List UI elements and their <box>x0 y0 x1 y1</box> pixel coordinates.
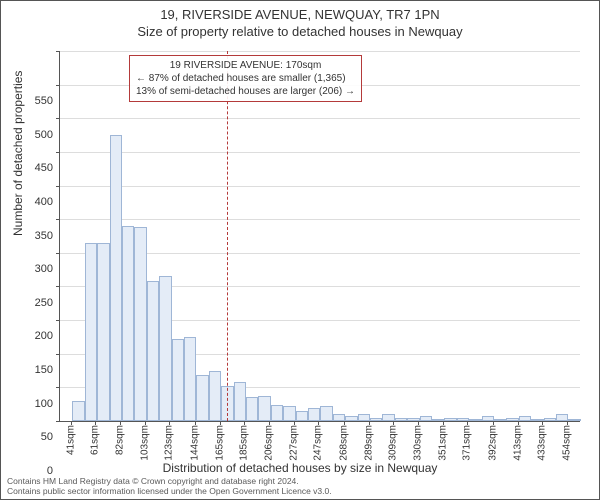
ytick-label: 550 <box>9 95 53 107</box>
histogram-bar <box>196 375 208 421</box>
histogram-bar <box>296 411 308 421</box>
footer: Contains HM Land Registry data © Crown c… <box>7 477 332 497</box>
callout-line-2: ← 87% of detached houses are smaller (1,… <box>136 72 355 85</box>
histogram-bar <box>333 414 345 421</box>
histogram-bar <box>97 243 109 421</box>
histogram-bar <box>159 276 171 421</box>
ytick-label: 350 <box>9 230 53 242</box>
histogram-bar <box>420 416 432 421</box>
ytick-mark <box>56 320 60 321</box>
ytick-label: 250 <box>9 297 53 309</box>
gridline <box>60 51 580 52</box>
ytick-label: 100 <box>9 398 53 410</box>
histogram-bar <box>271 405 283 421</box>
histogram-bar <box>358 414 370 421</box>
xtick-label: 82sqm <box>115 425 126 455</box>
histogram-bar <box>246 397 258 421</box>
marker-line <box>227 51 228 421</box>
histogram-bar <box>110 135 122 421</box>
ytick-label: 500 <box>9 129 53 141</box>
xtick-label: 330sqm <box>413 425 424 461</box>
xtick-label: 413sqm <box>512 425 523 461</box>
xtick-label: 433sqm <box>536 425 547 461</box>
xtick-label: 392sqm <box>487 425 498 461</box>
xtick-label: 144sqm <box>189 425 200 461</box>
ytick-mark <box>56 253 60 254</box>
histogram-bar <box>134 227 146 421</box>
ytick-mark <box>56 354 60 355</box>
histogram-bar <box>147 281 159 421</box>
ytick-mark <box>56 387 60 388</box>
xtick-label: 268sqm <box>338 425 349 461</box>
ytick-mark <box>56 118 60 119</box>
histogram-bar <box>544 418 556 421</box>
ytick-mark <box>56 51 60 52</box>
gridline <box>60 152 580 153</box>
chart-container: 19, RIVERSIDE AVENUE, NEWQUAY, TR7 1PN S… <box>0 0 600 500</box>
callout-line-1: 19 RIVERSIDE AVENUE: 170sqm <box>136 59 355 72</box>
xtick-label: 165sqm <box>214 425 225 461</box>
xtick-label: 351sqm <box>438 425 449 461</box>
gridline <box>60 219 580 220</box>
histogram-bar <box>172 339 184 421</box>
footer-line-2: Contains public sector information licen… <box>7 487 332 497</box>
histogram-bar <box>519 416 531 421</box>
histogram-bar <box>345 416 357 421</box>
ytick-label: 400 <box>9 196 53 208</box>
xtick-label: 227sqm <box>289 425 300 461</box>
histogram-bar <box>184 337 196 421</box>
histogram-bar <box>556 414 568 421</box>
histogram-bar <box>122 226 134 421</box>
histogram-bar <box>258 396 270 421</box>
xtick-label: 61sqm <box>90 425 101 455</box>
ytick-mark <box>56 421 60 422</box>
ytick-label: 150 <box>9 364 53 376</box>
ytick-mark <box>56 152 60 153</box>
callout-line-3: 13% of semi-detached houses are larger (… <box>136 85 355 98</box>
histogram-bar <box>494 419 506 421</box>
gridline <box>60 118 580 119</box>
xtick-label: 454sqm <box>561 425 572 461</box>
ytick-label: 200 <box>9 330 53 342</box>
plot-area: 19 RIVERSIDE AVENUE: 170sqm ← 87% of det… <box>59 51 579 421</box>
histogram-bar <box>382 414 394 421</box>
histogram-bar <box>209 371 221 421</box>
ytick-mark <box>56 85 60 86</box>
ytick-mark <box>56 286 60 287</box>
xtick-label: 309sqm <box>387 425 398 461</box>
ytick-label: 450 <box>9 162 53 174</box>
ytick-label: 50 <box>9 431 53 443</box>
histogram-bar <box>395 418 407 421</box>
histogram-bar <box>370 418 382 421</box>
histogram-bar <box>320 406 332 421</box>
xtick-label: 123sqm <box>164 425 175 461</box>
histogram-bar <box>308 408 320 421</box>
xtick-label: 371sqm <box>462 425 473 461</box>
xtick-label: 247sqm <box>313 425 324 461</box>
gridline <box>60 186 580 187</box>
xtick-label: 185sqm <box>238 425 249 461</box>
histogram-bar <box>283 406 295 421</box>
plot <box>59 51 580 422</box>
ytick-mark <box>56 186 60 187</box>
x-axis-label: Distribution of detached houses by size … <box>1 461 599 475</box>
title-main: 19, RIVERSIDE AVENUE, NEWQUAY, TR7 1PN <box>1 7 599 22</box>
xtick-label: 103sqm <box>140 425 151 461</box>
histogram-bar <box>234 382 246 421</box>
histogram-bar <box>568 419 580 421</box>
histogram-bar <box>469 419 481 421</box>
title-sub: Size of property relative to detached ho… <box>1 24 599 39</box>
ytick-mark <box>56 219 60 220</box>
histogram-bar <box>72 401 84 421</box>
histogram-bar <box>444 418 456 421</box>
callout-box: 19 RIVERSIDE AVENUE: 170sqm ← 87% of det… <box>129 55 362 102</box>
xtick-label: 41sqm <box>66 425 77 455</box>
xtick-label: 206sqm <box>264 425 275 461</box>
xtick-label: 289sqm <box>363 425 374 461</box>
histogram-bar <box>85 243 97 421</box>
ytick-label: 300 <box>9 263 53 275</box>
